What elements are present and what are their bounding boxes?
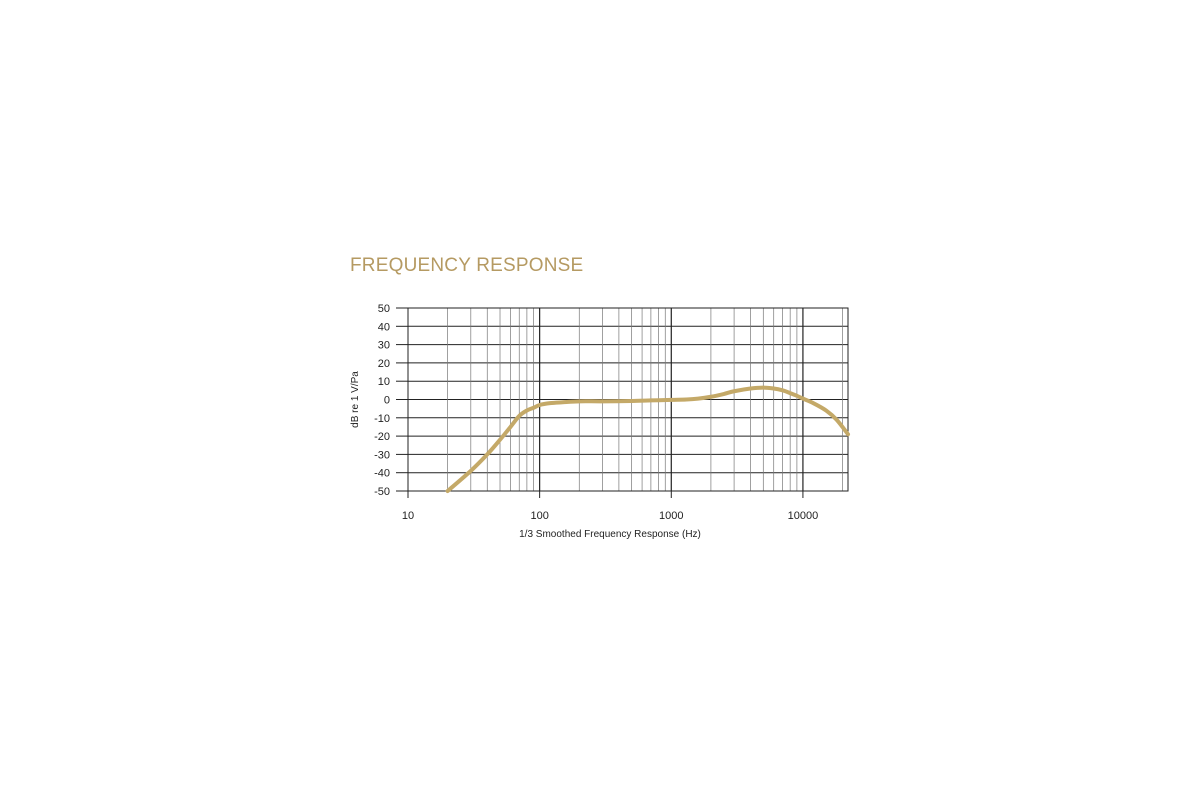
x-axis-ticks: 10 100 1000 10000 — [402, 491, 818, 522]
y-tick-label: 30 — [378, 340, 390, 352]
x-tick-label: 10 — [402, 510, 414, 522]
y-tick-label: -50 — [374, 486, 390, 498]
x-tick-label: 1000 — [659, 510, 683, 522]
y-axis-ticks: 50 40 30 20 10 0 -10 -20 -30 -40 -50 — [374, 303, 408, 498]
y-tick-label: 0 — [384, 395, 390, 407]
y-tick-label: -30 — [374, 449, 390, 461]
page-title: FREQUENCY RESPONSE — [350, 255, 584, 276]
series-curves — [445, 385, 850, 493]
x-tick-label: 100 — [530, 510, 548, 522]
y-tick-label: 50 — [378, 303, 390, 315]
response-curve — [445, 385, 850, 493]
x-axis-label: 1/3 Smoothed Frequency Response (Hz) — [519, 529, 701, 540]
y-tick-label: 20 — [378, 358, 390, 370]
y-tick-label: 40 — [378, 321, 390, 333]
x-tick-label: 10000 — [788, 510, 819, 522]
y-axis-label: dB re 1 V/Pa — [350, 371, 361, 428]
y-tick-label: -40 — [374, 468, 390, 480]
y-tick-label: -20 — [374, 431, 390, 443]
y-tick-label: -10 — [374, 413, 390, 425]
y-tick-label: 10 — [378, 376, 390, 388]
